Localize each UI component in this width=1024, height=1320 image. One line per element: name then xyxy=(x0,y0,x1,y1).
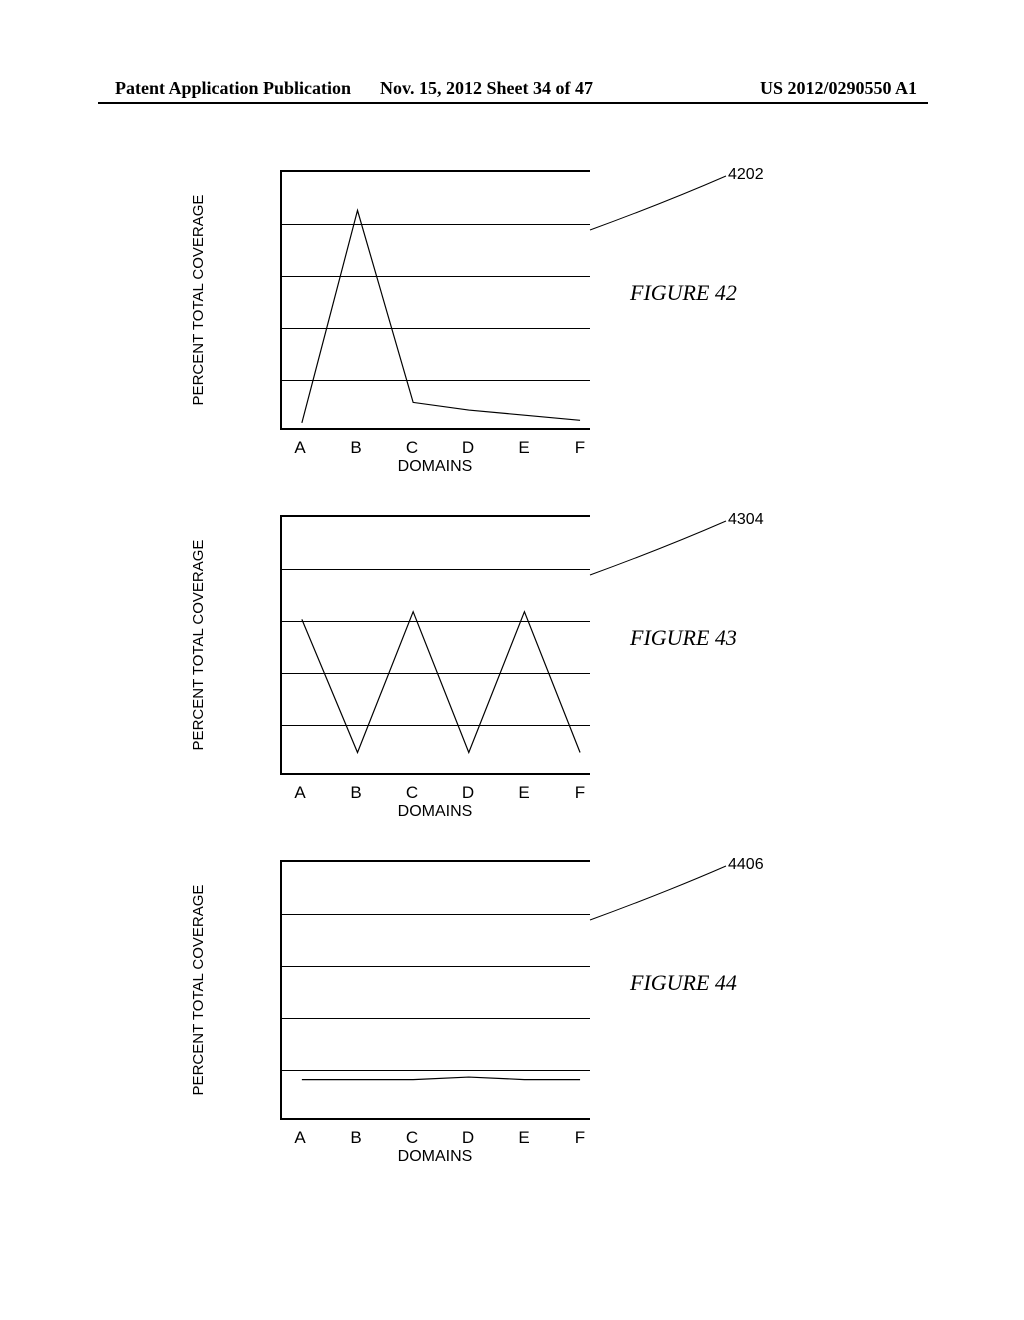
x-tick-label: C xyxy=(406,438,418,458)
header-left: Patent Application Publication xyxy=(115,78,351,99)
x-tick-label: C xyxy=(406,783,418,803)
x-tick-label: B xyxy=(350,438,361,458)
x-tick-label: F xyxy=(575,1128,585,1148)
x-tick-label: A xyxy=(294,783,305,803)
x-tick-label: D xyxy=(462,438,474,458)
x-tick-label: A xyxy=(294,1128,305,1148)
reference-leader xyxy=(280,170,740,440)
figure-block: PERCENT TOTAL COVERAGE20406080ABCDEFDOMA… xyxy=(200,160,820,505)
x-tick-label: F xyxy=(575,438,585,458)
x-axis-label: DOMAINS xyxy=(280,803,590,821)
x-axis-label: DOMAINS xyxy=(280,1148,590,1166)
x-tick-label: E xyxy=(518,1128,529,1148)
x-tick-label: F xyxy=(575,783,585,803)
x-tick-label: A xyxy=(294,438,305,458)
x-tick-label: B xyxy=(350,1128,361,1148)
x-tick-label: D xyxy=(462,783,474,803)
figure-block: PERCENT TOTAL COVERAGE20406080ABCDEFDOMA… xyxy=(200,850,820,1195)
y-axis-label: PERCENT TOTAL COVERAGE xyxy=(190,885,207,1096)
x-axis-label: DOMAINS xyxy=(280,458,590,476)
figure-block: PERCENT TOTAL COVERAGE20406080ABCDEFDOMA… xyxy=(200,505,820,850)
y-axis-label: PERCENT TOTAL COVERAGE xyxy=(190,540,207,751)
header-mid: Nov. 15, 2012 Sheet 34 of 47 xyxy=(380,78,593,99)
reference-leader xyxy=(280,860,740,1130)
figures-container: PERCENT TOTAL COVERAGE20406080ABCDEFDOMA… xyxy=(200,160,820,1195)
x-tick-label: D xyxy=(462,1128,474,1148)
x-tick-label: E xyxy=(518,783,529,803)
reference-leader xyxy=(280,515,740,785)
y-axis-label: PERCENT TOTAL COVERAGE xyxy=(190,195,207,406)
header-right: US 2012/0290550 A1 xyxy=(760,78,917,99)
x-tick-label: B xyxy=(350,783,361,803)
header-rule xyxy=(98,102,928,104)
x-tick-label: E xyxy=(518,438,529,458)
x-tick-label: C xyxy=(406,1128,418,1148)
